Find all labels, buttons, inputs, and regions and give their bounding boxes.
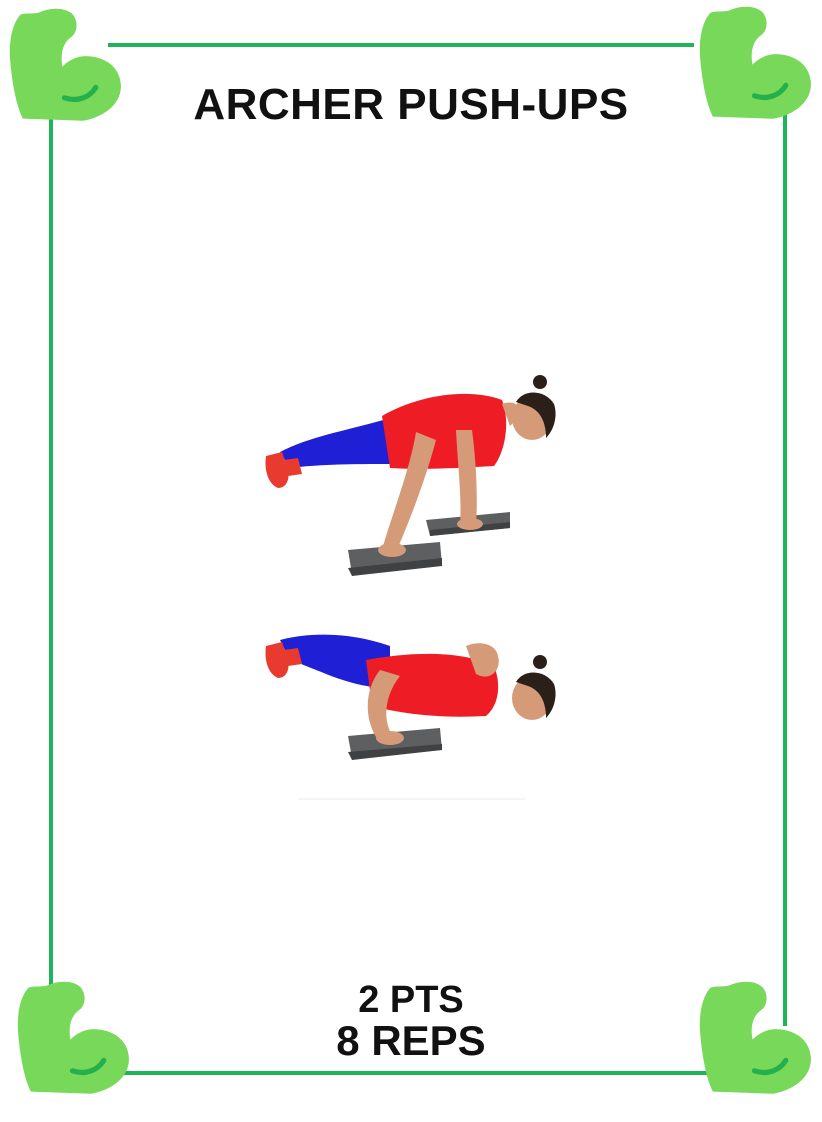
exercise-title: ARCHER PUSH-UPS	[193, 80, 629, 129]
plank-position-figure	[265, 375, 556, 576]
border-top	[108, 43, 694, 47]
flexed-biceps-icon	[699, 981, 811, 1094]
flexed-biceps-icon	[9, 8, 121, 121]
border-bottom	[108, 1071, 708, 1075]
points-label: 2 PTS	[358, 979, 464, 1021]
archer-push-up-illustration	[265, 375, 556, 800]
flexed-biceps-icon	[17, 981, 129, 1094]
archer-position-figure	[265, 634, 556, 760]
reps-label: 8 REPS	[336, 1017, 486, 1064]
flexed-biceps-icon	[699, 6, 811, 119]
border-right	[783, 112, 787, 1026]
border-left	[49, 112, 53, 986]
